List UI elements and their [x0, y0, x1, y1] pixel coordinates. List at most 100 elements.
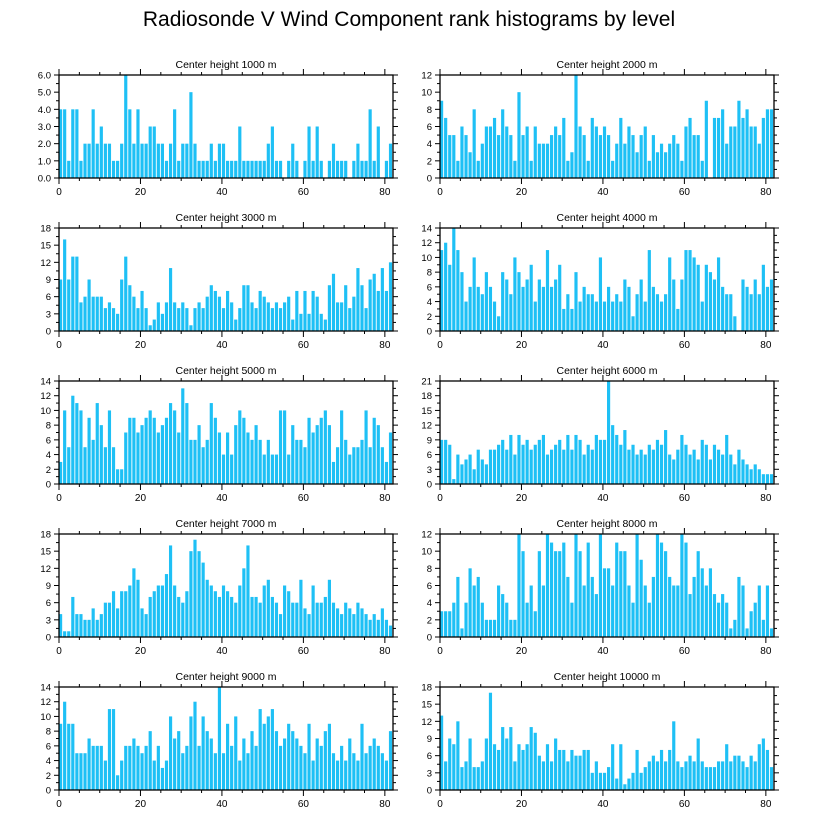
bar — [647, 602, 651, 637]
bar-series — [440, 381, 774, 484]
bar — [700, 301, 704, 331]
bar — [460, 272, 464, 331]
bar — [680, 160, 684, 178]
bar — [456, 576, 460, 637]
panel-title: Center height 9000 m — [176, 671, 277, 683]
bar — [376, 745, 380, 790]
bar — [67, 631, 71, 637]
bar — [315, 602, 319, 637]
panel-5: Center height 5000 m 0 20 40 60 80 0 2 4 6 8 10 12 14 — [40, 365, 398, 504]
bar — [274, 602, 279, 637]
y-tick-label: 12 — [421, 717, 432, 728]
bar — [492, 117, 497, 178]
bar — [761, 474, 765, 484]
bar — [388, 143, 393, 178]
bar — [156, 432, 160, 484]
bar — [319, 313, 323, 331]
bar — [541, 761, 545, 790]
bar — [558, 551, 562, 637]
bar — [95, 403, 99, 484]
bar — [91, 745, 95, 790]
bar — [623, 551, 627, 637]
bar — [168, 545, 173, 637]
y-tick-label: 18 — [421, 683, 432, 694]
bar — [765, 286, 770, 331]
y-tick-label: 14 — [40, 377, 51, 388]
bar — [238, 585, 242, 637]
bar — [521, 749, 525, 790]
bar — [136, 432, 140, 484]
bar — [262, 585, 266, 637]
y-tick-label: 0 — [427, 480, 432, 491]
bar — [549, 286, 554, 331]
bar — [765, 749, 770, 790]
bar — [144, 143, 148, 178]
y-tick-label: 9 — [46, 581, 51, 592]
bar — [594, 126, 598, 178]
y-tick-label: 8 — [46, 727, 51, 738]
bar — [266, 716, 270, 790]
y-tick-label: 0 — [427, 786, 432, 797]
bar — [761, 117, 765, 178]
bar — [103, 602, 107, 637]
panel-2: Center height 2000 m 0 20 40 60 80 0 2 4 6 8 10 12 — [421, 59, 779, 198]
y-tick-label: 0 — [46, 633, 51, 644]
bar — [234, 160, 238, 178]
bar — [380, 268, 384, 331]
bar — [226, 591, 230, 637]
bar — [246, 285, 250, 331]
bar — [295, 290, 299, 331]
bar — [144, 417, 148, 484]
bar — [327, 425, 331, 484]
bar — [562, 542, 566, 637]
bar — [87, 619, 91, 637]
bar — [716, 117, 721, 178]
bar — [664, 152, 668, 178]
bar-series — [440, 75, 774, 178]
x-tick-label: 60 — [298, 340, 310, 351]
bar — [376, 425, 380, 484]
x-tick-label: 80 — [760, 799, 772, 810]
bar — [303, 290, 307, 331]
bar — [278, 410, 283, 484]
bar — [704, 767, 708, 790]
bar — [627, 585, 631, 637]
bar — [124, 745, 128, 790]
bar — [372, 417, 376, 484]
bar — [696, 135, 700, 178]
bar — [303, 447, 307, 484]
bar — [517, 92, 521, 178]
y-tick-label: 0 — [46, 786, 51, 797]
bar — [517, 434, 521, 484]
y-tick-label: 0.0 — [38, 174, 51, 185]
bar — [484, 738, 488, 790]
bar — [201, 308, 205, 331]
bar — [160, 425, 164, 484]
bar — [156, 302, 160, 331]
bar — [87, 279, 91, 331]
x-tick-label: 0 — [437, 493, 443, 504]
bar — [221, 143, 226, 178]
bar — [79, 753, 83, 790]
bar — [456, 250, 460, 331]
bar — [270, 126, 274, 178]
bar — [331, 753, 336, 790]
bar — [327, 160, 331, 178]
bar — [242, 417, 246, 484]
bar — [185, 403, 189, 484]
bar — [598, 439, 603, 484]
bar — [360, 160, 364, 178]
bar — [63, 701, 67, 790]
bar — [63, 239, 67, 331]
bar — [356, 447, 360, 484]
bar — [586, 444, 590, 484]
bar — [283, 585, 287, 637]
bar — [456, 160, 460, 178]
bar — [615, 778, 619, 790]
bar — [562, 308, 566, 331]
bar — [611, 744, 615, 790]
bar — [476, 767, 480, 790]
bar — [156, 585, 160, 637]
bar — [266, 302, 270, 331]
panel-3: Center height 3000 m 0 20 40 60 80 0 3 6 9 12 15 18 — [40, 212, 398, 351]
